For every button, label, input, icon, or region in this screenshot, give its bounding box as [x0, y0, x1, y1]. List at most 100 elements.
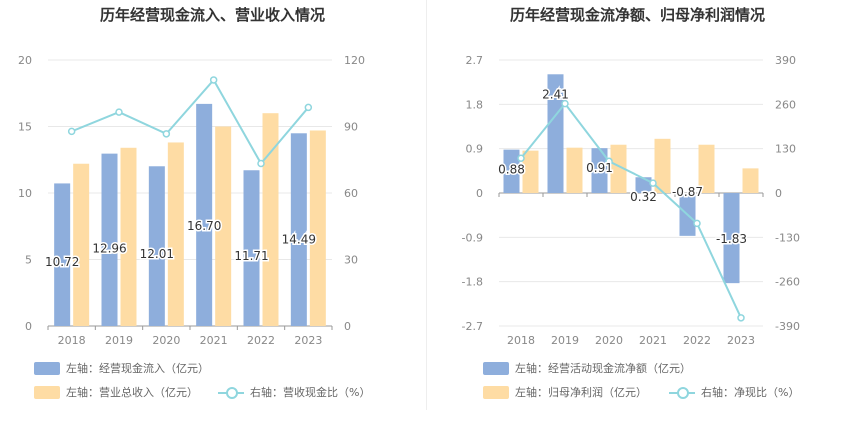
bar-blue — [101, 153, 118, 326]
bar-orange — [610, 144, 627, 193]
bar-orange — [167, 142, 184, 326]
ratio-point — [304, 103, 313, 112]
bar-orange — [566, 147, 583, 193]
x-axis-tick-label: 2023 — [294, 334, 322, 347]
left-axis-tick-label: -2.7 — [462, 320, 483, 333]
legend-item-net-profit[interactable]: 左轴：归母净利润（亿元） — [483, 384, 647, 400]
right-chart-panel: 历年经营现金流净额、归母净利润情况 -2.7 -1.8 -0.9 0 0.9 1.8 2.7… — [425, 0, 850, 438]
ratio-point — [209, 76, 218, 84]
left-axis-tick-label: 20 — [18, 54, 32, 67]
ratio-point — [115, 108, 123, 116]
x-axis-tick-label: 2018 — [507, 334, 535, 347]
right-axis-tick-label: 60 — [344, 187, 358, 200]
right-axis-tick-label: 90 — [344, 121, 358, 134]
legend-label: 右轴：营收现金比（%） — [250, 386, 371, 399]
left-chart-svg: 0 5 10 15 20 0 30 60 90 120 2018 2019 2020 2021 2022 20… — [18, 54, 365, 347]
left-axis-tick-label: 0 — [476, 187, 483, 200]
ratio-point — [517, 154, 525, 162]
right-chart-svg: -2.7 -1.8 -0.9 0 0.9 1.8 2.7 -390 -260 -130 0 130 26… — [462, 54, 800, 347]
bar-orange — [309, 130, 326, 326]
x-axis-tick-label: 2021 — [200, 334, 228, 347]
left-axis-tick-label: 15 — [18, 121, 32, 134]
left-axis-tick-label: 0 — [25, 320, 32, 333]
legend-label: 左轴：归母净利润（亿元） — [515, 386, 647, 399]
panel-divider — [426, 0, 427, 410]
ratio-line — [520, 102, 742, 319]
legend-item-cash-ratio[interactable]: 右轴：营收现金比（%） — [218, 384, 370, 400]
x-axis-tick-label: 2019 — [551, 334, 579, 347]
bar-blue — [148, 166, 165, 326]
bar-blue — [547, 74, 564, 193]
right-axis-tick-label: 0 — [344, 320, 351, 333]
bar-blue — [196, 103, 213, 326]
ratio-point — [257, 159, 265, 168]
ratio-point — [649, 179, 657, 187]
left-axis-tick-label: -0.9 — [462, 231, 483, 244]
legend-label: 左轴：经营活动现金流净额（亿元） — [515, 362, 691, 375]
left-axis-tick-label: 0.9 — [466, 143, 484, 156]
bar-orange — [120, 147, 137, 326]
bar-data-label: 14.49 — [282, 232, 316, 246]
bar-data-label: 0.32 — [630, 190, 657, 204]
right-axis-tick-label: -130 — [775, 231, 800, 244]
legend-label: 右轴：净现比（%） — [701, 386, 800, 399]
bar-orange — [698, 144, 715, 193]
bar-orange — [654, 138, 671, 193]
left-axis-tick-label: 2.7 — [466, 54, 484, 67]
left-axis-tick-label: -1.8 — [462, 276, 483, 289]
right-axis-tick-label: -390 — [775, 320, 800, 333]
x-axis-tick-label: 2019 — [105, 334, 133, 347]
ratio-point — [561, 99, 569, 108]
x-axis-tick-label: 2020 — [152, 334, 180, 347]
bar-blue — [54, 183, 71, 326]
left-axis-tick-label: 1.8 — [466, 98, 484, 111]
bar-data-label: -0.87 — [672, 185, 703, 199]
x-axis-tick-label: 2022 — [247, 334, 275, 347]
bar-data-label: 12.96 — [92, 241, 126, 255]
left-axis-tick-label: 10 — [18, 187, 32, 200]
bar-blue — [243, 170, 260, 326]
x-axis-tick-label: 2020 — [595, 334, 623, 347]
bar-orange — [742, 168, 759, 193]
legend-item-cash-inflow[interactable]: 左轴：经营现金流入（亿元） — [34, 360, 209, 376]
bar-blue — [591, 148, 608, 193]
bar-orange — [522, 150, 539, 193]
bar-blue — [723, 193, 740, 284]
bar-data-label: 2.41 — [542, 87, 569, 101]
legend-item-revenue[interactable]: 左轴：营业总收入（亿元） — [34, 384, 198, 400]
ratio-point — [737, 314, 745, 322]
right-axis-tick-label: 390 — [775, 54, 796, 67]
ratio-line — [71, 78, 310, 166]
left-chart-panel: 历年经营现金流入、营业收入情况 0 5 10 15 20 0 30 60 90 120 2018 20… — [18, 6, 370, 400]
bar-blue — [503, 149, 520, 193]
x-axis-tick-label: 2021 — [639, 334, 667, 347]
bar-orange — [215, 126, 232, 326]
bar-orange — [73, 163, 90, 326]
right-axis-tick-label: 30 — [344, 254, 358, 267]
legend-item-net-cash-ratio[interactable]: 右轴：净现比（%） — [669, 384, 799, 400]
right-chart-title: 历年经营现金流净额、归母净利润情况 — [509, 6, 765, 24]
legend-label: 左轴：营业总收入（亿元） — [66, 386, 198, 399]
x-axis-tick-label: 2023 — [727, 334, 755, 347]
ratio-point — [693, 219, 701, 228]
bar-blue — [290, 133, 307, 326]
left-chart-title: 历年经营现金流入、营业收入情况 — [99, 6, 325, 24]
ratio-point — [605, 157, 613, 166]
legend-label: 左轴：经营现金流入（亿元） — [66, 362, 209, 375]
legend-swatch-orange — [34, 385, 60, 399]
bar-data-label: 0.88 — [498, 163, 525, 177]
right-axis-tick-label: 260 — [775, 98, 796, 111]
right-axis-tick-label: -260 — [775, 276, 800, 289]
legend-line-icon — [218, 386, 244, 399]
legend-item-net-cash-flow[interactable]: 左轴：经营活动现金流净额（亿元） — [483, 360, 691, 376]
bar-data-label: 11.71 — [234, 249, 268, 263]
legend-swatch-blue — [34, 361, 60, 375]
bar-data-label: 0.91 — [586, 161, 613, 175]
ratio-point — [162, 130, 171, 138]
x-axis-tick-label: 2018 — [58, 334, 86, 347]
ratio-point — [67, 127, 76, 136]
bar-orange — [262, 113, 279, 326]
right-axis-tick-label: 130 — [775, 143, 796, 156]
right-axis-tick-label: 0 — [775, 187, 782, 200]
legend-swatch-orange — [483, 385, 509, 399]
